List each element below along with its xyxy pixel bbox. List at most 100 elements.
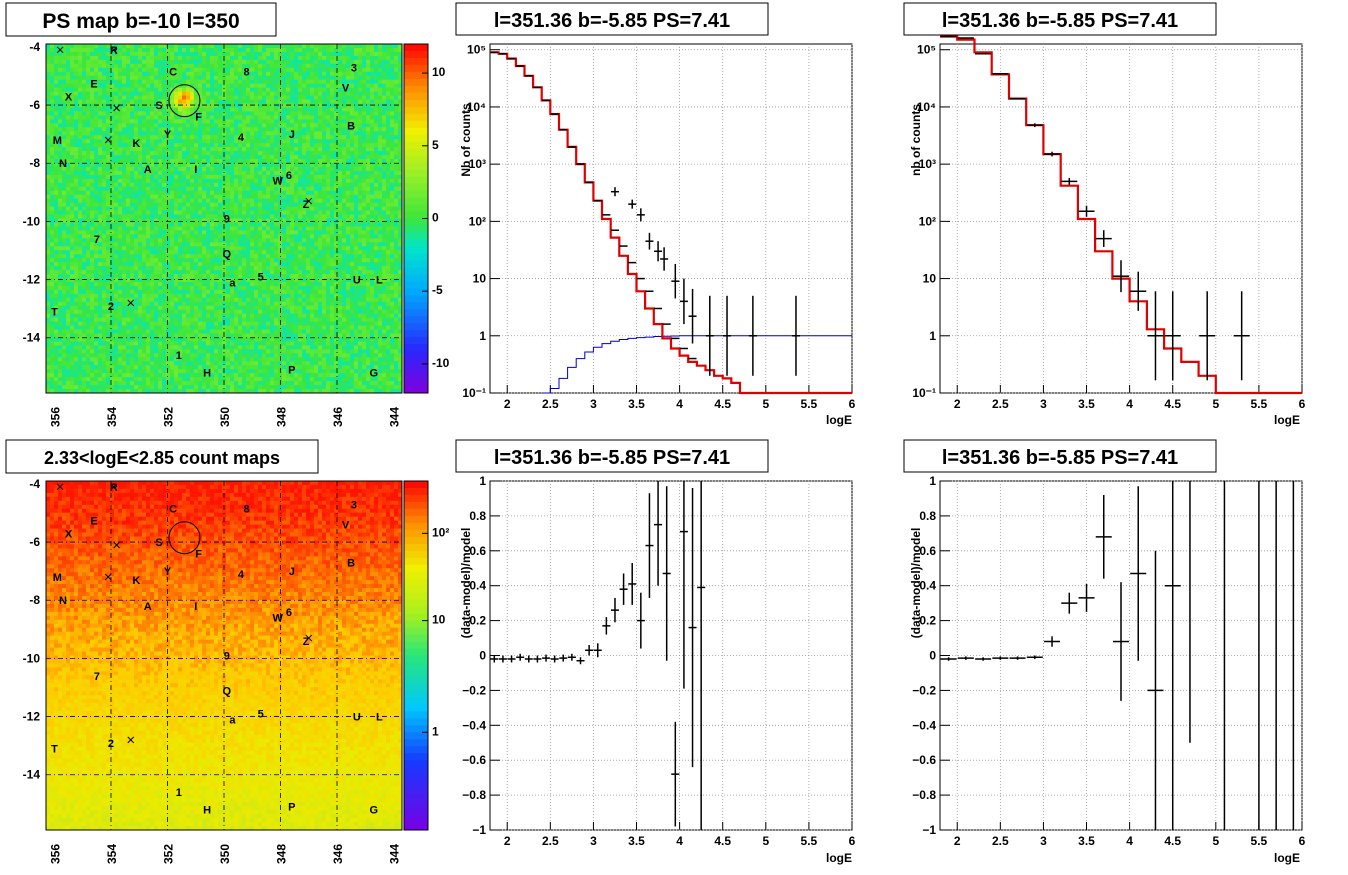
map-cell xyxy=(242,71,247,77)
map-cell xyxy=(270,155,275,160)
map-cell xyxy=(178,162,183,168)
map-cell xyxy=(254,230,259,235)
map-cell xyxy=(230,103,235,108)
map-cell xyxy=(218,202,223,208)
map-cell xyxy=(230,67,235,73)
map-cell xyxy=(238,206,243,211)
map-cell xyxy=(58,151,63,156)
map-cell xyxy=(98,194,103,200)
map-cell xyxy=(294,119,299,124)
map-cell xyxy=(258,135,263,140)
map-cell xyxy=(222,166,227,172)
map-cell xyxy=(334,234,339,239)
map-cell xyxy=(218,71,223,77)
map-cell xyxy=(298,91,303,96)
map-cell xyxy=(246,218,251,223)
map-cell xyxy=(142,143,147,148)
map-cell xyxy=(190,238,195,243)
map-cell xyxy=(50,174,55,180)
map-cell xyxy=(310,47,315,53)
map-cell xyxy=(290,143,295,148)
map-cell xyxy=(390,139,395,144)
map-cell xyxy=(58,143,63,148)
map-cell xyxy=(126,202,131,208)
map-cell xyxy=(350,166,355,172)
map-cell xyxy=(154,44,159,49)
map-cell xyxy=(190,119,195,124)
map-cell xyxy=(46,139,51,144)
map-cell xyxy=(218,210,223,215)
map-cell xyxy=(234,226,239,231)
map-cell xyxy=(94,234,99,239)
map-cell xyxy=(94,107,99,112)
map-cell xyxy=(174,83,179,89)
map-cell xyxy=(354,198,359,204)
map-cell xyxy=(394,147,399,152)
map-cell xyxy=(150,218,155,223)
map-cell xyxy=(74,47,79,53)
map-cell xyxy=(202,47,207,53)
map-cell xyxy=(286,178,291,184)
map-cell xyxy=(62,210,67,215)
map-cell xyxy=(294,258,299,263)
map-cell xyxy=(174,206,179,211)
map-cell xyxy=(218,206,223,211)
map-cell xyxy=(306,186,311,192)
map-cell xyxy=(358,99,363,104)
map-cell xyxy=(198,131,203,136)
map-cell xyxy=(246,71,251,77)
map-cell xyxy=(398,55,403,61)
map-cell xyxy=(254,246,259,251)
map-cell xyxy=(62,103,67,108)
map-cell xyxy=(394,119,399,124)
map-cell xyxy=(74,59,79,65)
map-cell xyxy=(94,111,99,116)
map-cell xyxy=(118,238,123,243)
map-cell xyxy=(390,123,395,128)
map-cell xyxy=(294,250,299,255)
map-cell xyxy=(198,254,203,259)
map-cell xyxy=(370,155,375,160)
map-cell xyxy=(322,155,327,160)
map-cell xyxy=(190,143,195,148)
map-cell xyxy=(250,250,255,255)
map-cell xyxy=(326,182,331,188)
map-cell xyxy=(166,143,171,148)
map-cell xyxy=(254,91,259,96)
map-cell xyxy=(54,151,59,156)
map-cell xyxy=(378,198,383,204)
map-cell xyxy=(278,166,283,172)
map-cell xyxy=(118,254,123,259)
map-cell xyxy=(50,210,55,215)
map-cell xyxy=(154,71,159,77)
map-cell xyxy=(138,131,143,136)
map-cell xyxy=(210,242,215,247)
map-cell xyxy=(122,79,127,85)
map-cell xyxy=(278,111,283,116)
map-cell xyxy=(298,59,303,65)
map-cell xyxy=(86,51,91,57)
map-cell xyxy=(202,151,207,156)
map-cell xyxy=(354,234,359,239)
map-cell xyxy=(338,123,343,128)
map-cell xyxy=(238,222,243,227)
map-cell xyxy=(354,174,359,180)
map-cell xyxy=(370,238,375,243)
map-cell xyxy=(370,91,375,96)
map-cell xyxy=(314,238,319,243)
map-cell xyxy=(86,99,91,104)
map-cell xyxy=(62,198,67,204)
map-cell xyxy=(258,59,263,65)
map-cell xyxy=(330,67,335,73)
map-cell xyxy=(154,166,159,172)
map-cell xyxy=(46,262,51,267)
map-cell xyxy=(362,186,367,192)
map-cell xyxy=(90,147,95,152)
map-cell xyxy=(278,107,283,112)
map-cell xyxy=(102,262,107,267)
map-cell xyxy=(178,47,183,53)
map-cell xyxy=(110,198,115,204)
map-cell xyxy=(162,194,167,200)
map-cell xyxy=(214,131,219,136)
map-cell xyxy=(246,234,251,239)
